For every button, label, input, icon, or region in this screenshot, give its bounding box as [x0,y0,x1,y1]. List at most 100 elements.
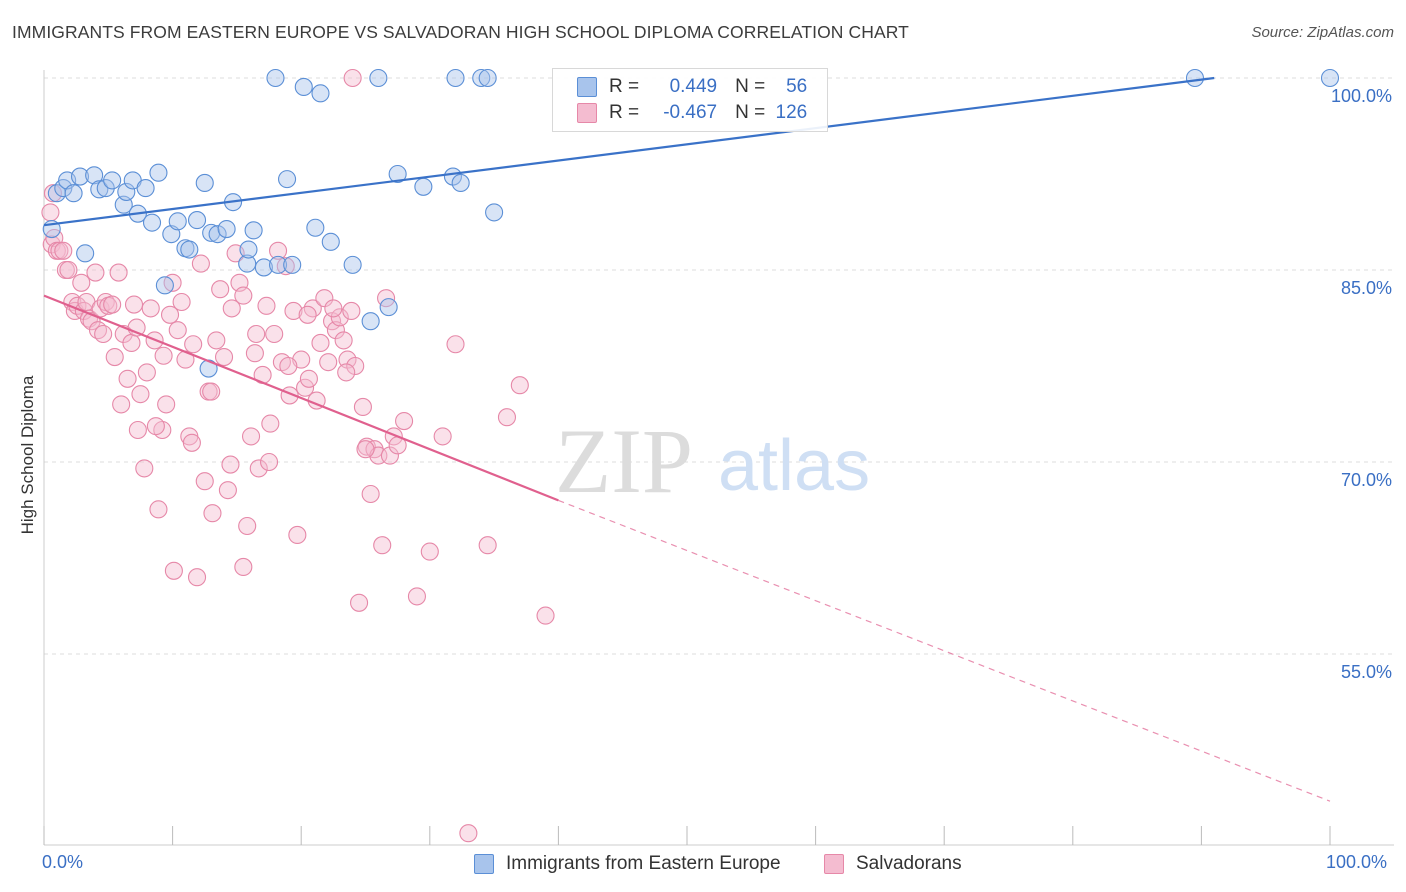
salvadoran-point [128,420,147,440]
salvadoran-point [135,459,154,478]
salvadoran-point [395,411,414,431]
salvadoran-point [187,568,207,587]
salvadoran-point [259,452,279,472]
trend-line-eastern-europe [43,76,1215,227]
salvadoran-point [184,335,203,354]
eastern-europe-point [96,179,115,198]
salvadoran-point [124,295,144,314]
salvadoran-point [172,292,191,312]
salvadoran-point [241,427,261,446]
chart-title: IMMIGRANTS FROM EASTERN EUROPE VS SALVAD… [12,22,909,42]
eastern-europe-point [64,184,83,203]
salvadoran-point [346,356,365,376]
salvadoran-point [497,408,517,427]
salvadoran-point [361,484,380,504]
salvadoran-point [191,254,210,273]
salvadoran-point [146,417,165,436]
eastern-europe-point [311,84,330,103]
eastern-europe-point [136,179,155,198]
salvadoran-point [137,363,156,382]
salvadoran-point [195,472,214,491]
eastern-europe-point [202,223,221,242]
eastern-europe-point [343,255,362,274]
salvadoran-point [276,257,295,276]
salvadoran-point [279,356,298,376]
watermark-atlas: atlas [718,426,870,506]
salvadoran-point [353,397,372,417]
eastern-europe-point [369,68,388,88]
salvadoran-point [168,321,187,340]
salvadoran-point [337,363,356,382]
salvadoran-point [203,504,222,523]
salvadoran-point [245,344,264,363]
salvadoran-point [234,286,253,305]
eastern-europe-point [238,254,257,273]
y-tick-label: 55.0% [1340,662,1392,682]
legend-swatch-pink [577,103,597,123]
eastern-europe-point [254,258,273,277]
eastern-europe-point [388,164,407,184]
salvadoran-point [269,241,288,260]
salvadoran-point [118,369,137,388]
eastern-europe-point [195,173,214,193]
axes [43,70,1394,846]
legend-n-label: N = [735,76,766,97]
salvadoran-point [265,324,284,344]
salvadoran-point [342,301,361,321]
salvadoran-point [105,347,124,367]
eastern-europe-point [266,68,285,88]
legend-r-label: R = [609,76,640,97]
x-tick-label-max: 100.0% [1326,852,1388,872]
salvadoran-point [234,557,253,577]
eastern-europe-point [90,180,109,199]
salvadoran-point [334,331,353,350]
eastern-europe-point [142,213,162,232]
salvadoran-point [238,516,257,536]
salvadoran-point [149,500,168,519]
salvadoran-point [122,333,141,353]
eastern-europe-point [1185,68,1205,88]
salvadoran-point [261,414,280,433]
salvadoran-point [298,305,317,324]
y-tick-label: 70.0% [1340,470,1392,490]
trend-line-salvadorans [43,294,559,502]
y-tick-label: 85.0% [1340,278,1392,298]
eastern-europe-point [269,255,288,274]
eastern-europe-point [70,167,90,186]
source-label: Source: ZipAtlas.com [1251,24,1394,41]
salvadoran-point [109,263,128,282]
eastern-europe-point [168,212,187,231]
eastern-europe-point [283,255,302,274]
salvadoran-point [311,333,330,353]
salvadoran-point [160,305,180,324]
bottom-legend-salvadorans[interactable]: Salvadorans [824,852,962,876]
legend-n-value: 126 [775,102,808,123]
eastern-europe-point [294,77,313,97]
legend-row-eastern-europe: R = 0.449 N = 56 [577,75,807,99]
salvadoran-point [510,376,529,395]
series-eastern-europe [42,68,1340,378]
eastern-europe-point [85,166,104,185]
salvadoran-point [41,203,60,222]
eastern-europe-point [472,68,491,88]
salvadoran-point [214,347,234,367]
salvadoran-point [182,433,201,452]
salvadoran-point [164,561,183,580]
legend-r-value: 0.449 [669,76,718,97]
salvadoran-point [202,382,221,401]
legend-row-salvadorans: R = -0.467 N = 126 [577,101,807,125]
salvadoran-point [288,525,307,545]
eastern-europe-point [414,177,433,196]
eastern-europe-point [485,203,504,222]
eastern-europe-point [361,312,380,331]
salvadoran-point [324,299,343,318]
salvadoran-point [247,324,266,344]
salvadoran-point [257,296,276,315]
bottom-legend-eastern-europe[interactable]: Immigrants from Eastern Europe [474,852,781,876]
salvadoran-point [407,587,426,606]
salvadoran-point [536,606,555,625]
salvadoran-point [141,299,160,318]
bottom-legend-swatch-blue [474,854,494,874]
eastern-europe-point [180,240,199,259]
